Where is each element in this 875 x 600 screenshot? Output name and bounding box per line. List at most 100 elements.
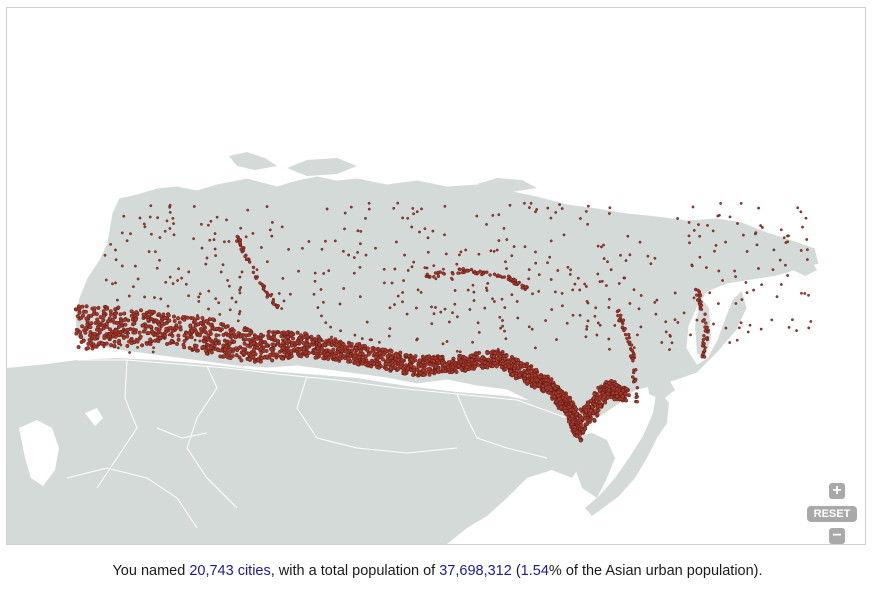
city-marker [432,275,436,279]
city-marker [569,268,572,272]
city-marker [734,275,737,278]
city-marker [157,322,162,327]
city-marker [460,270,465,275]
city-marker [255,268,259,272]
city-marker [585,325,589,328]
city-marker [251,351,256,356]
plus-icon: + [832,482,842,499]
city-marker [198,292,202,296]
city-marker [209,219,213,223]
city-marker [129,232,132,236]
city-marker [624,387,629,392]
city-marker [277,292,281,295]
city-marker [125,239,129,243]
city-marker [735,338,739,342]
city-marker [313,355,318,360]
summary-prefix: You named [112,563,190,579]
city-marker [499,365,504,370]
city-marker [724,326,728,330]
city-marker [572,425,577,430]
city-marker [158,336,163,341]
city-marker [299,354,304,359]
zoom-out-button[interactable]: − [829,528,845,544]
city-marker [558,203,561,207]
city-marker [271,299,275,303]
city-marker [387,334,391,338]
city-marker [258,281,262,285]
reset-button[interactable]: RESET [807,506,857,522]
city-marker [320,314,323,318]
city-marker [113,311,118,316]
city-marker [602,243,605,247]
city-marker [515,300,519,303]
city-marker [702,334,706,338]
city-marker [364,347,368,350]
sakhalin [695,298,711,358]
city-marker [251,231,255,235]
city-marker [471,355,476,360]
city-marker [112,339,117,344]
city-marker [607,388,612,393]
city-marker [436,270,440,275]
city-marker [606,260,609,264]
city-marker [305,345,310,350]
city-marker [517,373,522,378]
city-marker [140,323,145,328]
city-marker [234,346,239,351]
city-marker [556,269,560,272]
city-marker [180,276,184,280]
city-marker [235,234,240,239]
city-marker [504,337,508,341]
city-marker [304,334,309,339]
city-marker [436,274,441,278]
city-marker [636,333,639,337]
city-marker [238,310,242,313]
city-marker [239,358,244,363]
city-marker [319,288,323,291]
hokkaido [647,376,675,400]
city-marker [771,268,775,272]
city-marker [623,332,628,337]
city-marker [488,350,493,355]
city-marker [554,290,557,294]
city-marker [579,217,582,220]
city-marker [182,339,187,344]
city-marker [617,318,621,322]
city-marker [396,294,400,298]
city-marker [755,243,759,247]
city-marker [510,293,514,297]
city-marker [418,371,423,376]
city-marker [427,372,432,377]
city-marker [207,289,211,293]
city-marker [287,247,290,251]
city-marker [607,306,611,309]
city-marker [698,293,703,298]
city-marker [595,333,599,337]
city-marker [154,326,159,331]
city-marker [159,319,164,324]
zoom-in-button[interactable]: + [829,483,845,499]
city-marker [410,265,414,269]
city-marker [258,359,263,364]
city-marker [405,312,409,316]
city-marker [120,264,124,268]
city-marker [724,240,727,244]
city-marker [585,327,588,331]
city-marker [535,377,540,382]
city-marker [458,267,462,272]
city-marker [168,203,172,207]
map-container[interactable]: + RESET − [6,7,866,545]
city-marker [458,359,463,364]
city-marker [205,336,209,340]
city-marker [170,333,175,338]
asia-map[interactable] [7,8,865,544]
city-marker [403,253,406,257]
city-marker [241,347,246,352]
city-marker [534,250,537,254]
city-marker [150,313,153,317]
city-marker [567,411,572,416]
city-marker [107,316,112,321]
city-marker [501,324,504,328]
city-marker [466,288,470,292]
city-marker [587,204,590,208]
